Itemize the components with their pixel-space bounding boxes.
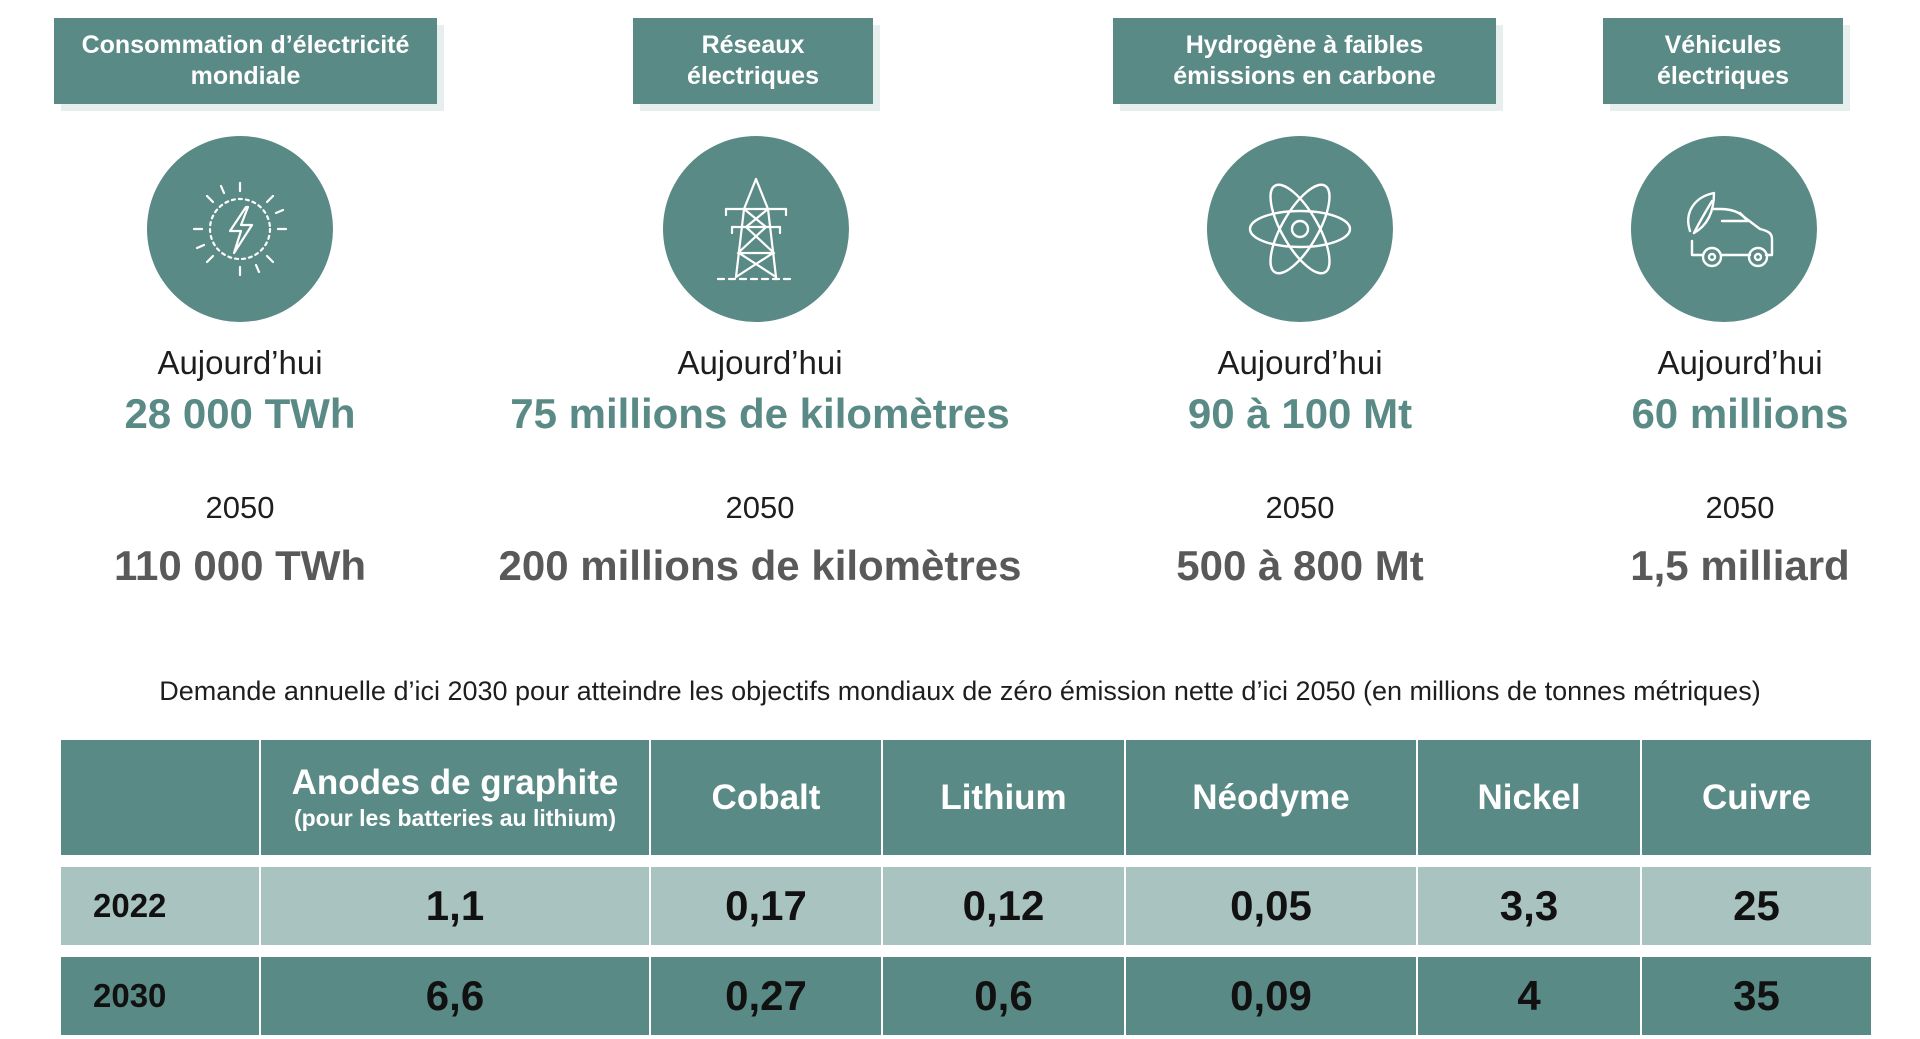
table-cell: 0,6 [883, 957, 1126, 1035]
table-cell: 6,6 [261, 957, 651, 1035]
table-cell: 1,1 [261, 867, 651, 945]
future-value: 200 millions de kilomètres [498, 542, 1022, 589]
header-nickel: Nickel [1418, 740, 1642, 855]
column-ev: Véhicules électriques Aujourd’hui 60 mil… [1560, 0, 1920, 640]
today-label: Aujourd’hui [677, 344, 843, 381]
table-row: 2022 1,1 0,17 0,12 0,05 3,3 25 [61, 867, 1871, 945]
icon-circle [663, 136, 849, 322]
table-cell: 4 [1418, 957, 1642, 1035]
icon-circle [147, 136, 333, 322]
category-tag: Consommation d’électricité mondiale [54, 18, 437, 104]
table-cell: 0,05 [1126, 867, 1418, 945]
table-cell: 35 [1642, 957, 1871, 1035]
today-label: Aujourd’hui [1657, 344, 1823, 381]
today-value: 90 à 100 Mt [1187, 390, 1413, 437]
header-neodymium: Néodyme [1126, 740, 1418, 855]
header-cobalt: Cobalt [651, 740, 883, 855]
icon-circle [1207, 136, 1393, 322]
column-hydrogen: Hydrogène à faibles émissions en carbone… [1040, 0, 1560, 640]
table-cell: 0,09 [1126, 957, 1418, 1035]
table-cell: 0,27 [651, 957, 883, 1035]
header-lithium: Lithium [883, 740, 1126, 855]
today-label: Aujourd’hui [157, 344, 323, 381]
future-value: 1,5 milliard [1630, 542, 1850, 589]
column-grids: Réseaux électriques Aujourd’hui 75 milli… [480, 0, 1040, 640]
table-cell: 0,17 [651, 867, 883, 945]
year-label: 2050 [205, 490, 275, 525]
year-label: 2050 [725, 490, 795, 525]
header-title: Anodes de graphite [291, 763, 619, 802]
lightning-sun-icon [192, 181, 288, 277]
header-graphite: Anodes de graphite (pour les batteries a… [261, 740, 651, 855]
category-tag: Hydrogène à faibles émissions en carbone [1113, 18, 1496, 104]
today-value: 75 millions de kilomètres [510, 390, 1010, 437]
row-year: 2022 [61, 867, 261, 945]
today-value: 60 millions [1631, 390, 1849, 437]
today-label: Aujourd’hui [1217, 344, 1383, 381]
future-value: 500 à 800 Mt [1176, 542, 1424, 589]
table-row: 2030 6,6 0,27 0,6 0,09 4 35 [61, 957, 1871, 1035]
table-cell: 3,3 [1418, 867, 1642, 945]
table-caption: Demande annuelle d’ici 2030 pour atteind… [159, 676, 1761, 706]
column-electricity: Consommation d’électricité mondiale Aujo… [0, 0, 480, 640]
year-label: 2050 [1705, 490, 1775, 525]
header-copper: Cuivre [1642, 740, 1871, 855]
power-pylon-icon [716, 177, 796, 281]
year-label: 2050 [1265, 490, 1335, 525]
table-cell: 25 [1642, 867, 1871, 945]
atom-icon [1248, 183, 1352, 275]
icon-circle [1631, 136, 1817, 322]
table-cell: 0,12 [883, 867, 1126, 945]
header-empty-cell [61, 740, 261, 855]
table-header-row: Anodes de graphite (pour les batteries a… [61, 740, 1871, 855]
category-tag: Réseaux électriques [633, 18, 873, 104]
category-tag: Véhicules électriques [1603, 18, 1843, 104]
electric-car-icon [1687, 191, 1774, 268]
header-subtitle: (pour les batteries au lithium) [293, 805, 617, 831]
today-value: 28 000 TWh [124, 390, 356, 437]
minerals-demand-table: Anodes de graphite (pour les batteries a… [61, 740, 1871, 1035]
row-year: 2030 [61, 957, 261, 1035]
future-value: 110 000 TWh [113, 542, 367, 589]
